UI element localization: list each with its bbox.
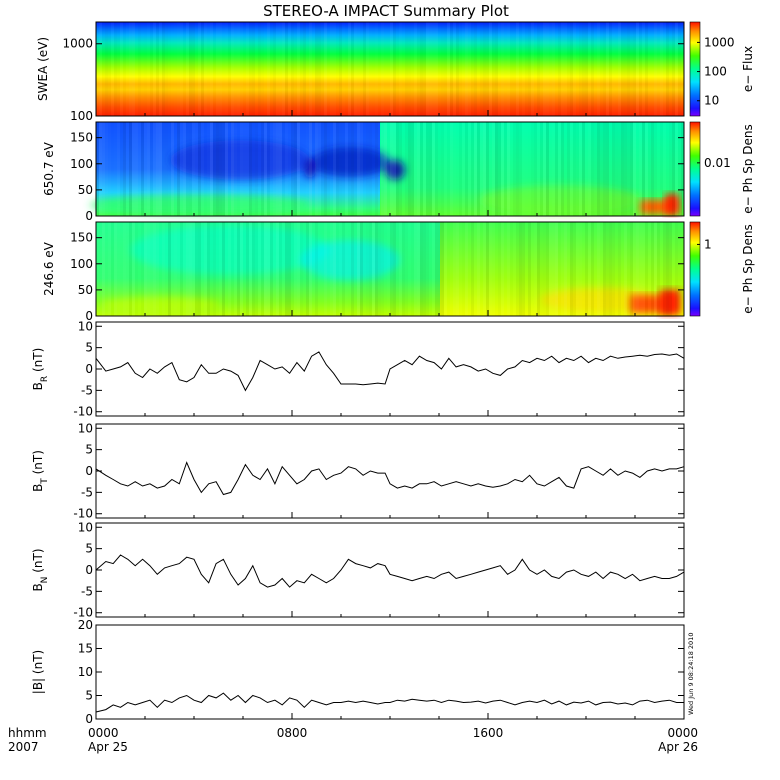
ytick-label: 10 [78,319,93,333]
colorbar-tick-label: 10 [704,94,719,108]
panel-pa-650: 0 50 100 150 650.7 eV 0.01 e− Ph Sp Dens [42,121,755,223]
ytick-label: 100 [70,257,93,271]
ytick-label: 5 [85,542,93,556]
panel-swea: 100 1000 SWEA (eV) 10 100 1000 e− Flux [36,21,755,123]
bmag-series-line [95,692,684,713]
colorbar-tick-label: 1 [704,237,712,251]
ytick-label: 5 [85,689,93,703]
ytick-label: 1000 [62,37,93,51]
bn-series-line [95,554,685,588]
ytick-label: 0 [85,464,93,478]
ylabel-bn: BN (nT) [31,548,50,591]
ytick-label: -5 [81,485,93,499]
ytick-label: 50 [78,283,93,297]
xtick-time-label: 0000 [88,726,119,740]
ytick-label: 50 [78,183,93,197]
ytick-label: 0 [85,309,93,323]
ytick-label: 100 [70,109,93,123]
panel-bn: -10 -5 0 5 10 BN (nT) [31,520,685,620]
xtick-time-label: 0800 [277,726,308,740]
ylabel-swea: SWEA (eV) [36,37,50,101]
ytick-label: 10 [78,520,93,534]
ytick-label: 0 [85,209,93,223]
ytick-label: 100 [70,157,93,171]
panel-bt: -10 -5 0 5 10 BT (nT) [31,421,685,521]
ytick-label: 150 [70,231,93,245]
panel-bmag: 0 5 10 15 20 |B| (nT) Wed Jun 9 08:24:18 201… [31,618,695,726]
ylabel-bmag: |B| (nT) [31,650,45,694]
ylabel-br: BR (nT) [31,348,50,391]
panel-br: -10 -5 0 5 10 BR (nT) [31,319,685,419]
timestamp: Wed Jun 9 08:24:18 2010 [687,633,695,715]
ytick-label: 0 [85,362,93,376]
ytick-label: -10 [73,405,93,419]
ytick-label: 0 [85,712,93,726]
panel-pa-246: 0 50 100 150 246.6 eV 1 e− Ph Sp Dens [42,221,755,323]
ylabel-bt: BT (nT) [31,450,50,492]
colorbar-flux [689,21,701,117]
ytick-label: 10 [78,665,93,679]
colorbar-label-flux: e− Flux [741,46,755,92]
ytick-label: 150 [70,131,93,145]
ytick-label: 15 [78,642,93,656]
time-axis-row2-label: 2007 [8,740,39,754]
ytick-label: -5 [81,584,93,598]
colorbar-tick-label: 0.01 [704,156,731,170]
time-axis-row1-label: hhmm [8,726,47,740]
ytick-label: 0 [85,563,93,577]
ytick-label: 10 [78,421,93,435]
xtick-date-label: Apr 25 [88,740,128,754]
xtick-time-label: 1600 [473,726,504,740]
colorbar-phsp-650 [689,121,701,217]
ytick-label: 5 [85,443,93,457]
ytick-label: 20 [78,618,93,632]
colorbar-label-phsp-650: e− Ph Sp Dens [741,124,755,213]
br-series-line [95,351,685,392]
colorbar-tick-label: 100 [704,65,727,79]
bt-series-line [95,461,685,496]
colorbar-phsp-246 [689,221,701,317]
xtick-time-label: 0000 [667,726,698,740]
ytick-label: -10 [73,606,93,620]
colorbar-label-phsp-246: e− Ph Sp Dens [741,224,755,313]
ytick-label: -10 [73,507,93,521]
ytick-label: 5 [85,341,93,355]
colorbar-tick-label: 1000 [704,35,735,49]
ylabel-pa-650: 650.7 eV [42,141,56,196]
plot-title: STEREO-A IMPACT Summary Plot [263,2,509,20]
xtick-date-label: Apr 26 [658,740,698,754]
ytick-label: -5 [81,383,93,397]
ylabel-pa-246: 246.6 eV [42,241,56,296]
